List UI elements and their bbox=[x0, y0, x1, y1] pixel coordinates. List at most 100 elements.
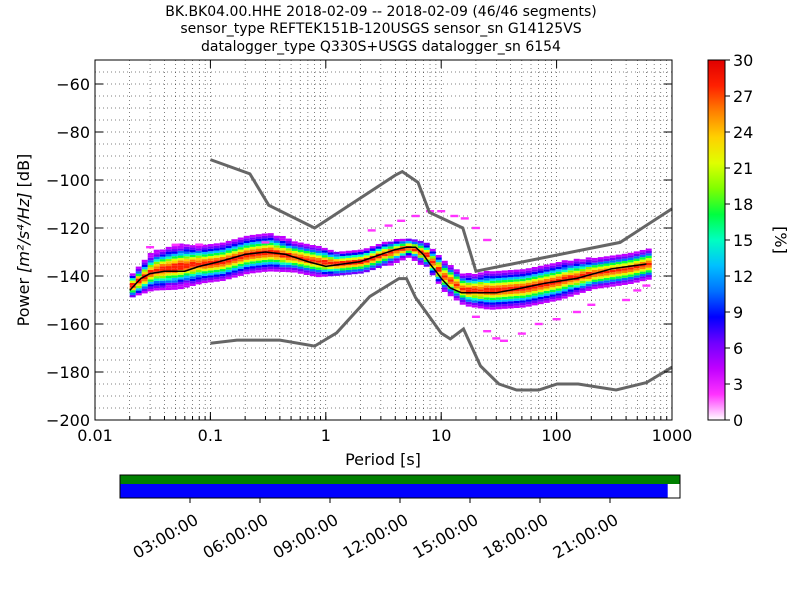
ppsd-cell bbox=[495, 285, 502, 288]
ppsd-cell bbox=[591, 274, 598, 278]
ppsd-cell bbox=[183, 246, 190, 250]
ppsd-cell bbox=[141, 274, 148, 277]
ppsd-cell bbox=[561, 291, 568, 294]
ppsd-cell bbox=[567, 263, 574, 266]
ppsd-cell bbox=[267, 242, 274, 246]
ppsd-cell bbox=[321, 267, 328, 270]
ppsd-cell bbox=[603, 282, 610, 286]
ppsd-cell bbox=[525, 275, 532, 278]
ppsd-cell bbox=[207, 268, 214, 271]
ppsd-cell bbox=[471, 285, 478, 289]
ppsd-cell bbox=[405, 238, 412, 242]
ppsd-cell bbox=[219, 278, 226, 281]
ppsd-cell bbox=[597, 257, 604, 260]
ppsd-cell bbox=[285, 255, 292, 258]
ppsd-cell bbox=[489, 297, 496, 301]
ppsd-cell bbox=[195, 245, 202, 249]
ppsd-cell bbox=[183, 258, 190, 262]
ppsd-cell bbox=[507, 298, 514, 302]
ppsd-cell bbox=[255, 260, 262, 263]
ppsd-cell bbox=[279, 243, 286, 246]
ppsd-cell bbox=[357, 259, 364, 262]
ppsd-cell bbox=[399, 258, 406, 261]
ppsd-cell bbox=[417, 260, 424, 263]
ppsd-cell bbox=[189, 281, 196, 284]
ppsd-cell bbox=[507, 301, 514, 304]
ppsd-cell bbox=[633, 256, 640, 259]
ppsd-cell bbox=[615, 283, 622, 286]
ppsd-cell bbox=[279, 259, 286, 263]
x-tick-label: 10 bbox=[431, 426, 451, 445]
ppsd-cell bbox=[375, 263, 382, 266]
ppsd-cell bbox=[453, 271, 460, 275]
ppsd-cell bbox=[411, 239, 418, 242]
ppsd-cell bbox=[171, 280, 178, 283]
ppsd-cell bbox=[543, 278, 550, 282]
ppsd-cell bbox=[177, 255, 184, 258]
ppsd-cell bbox=[159, 283, 166, 286]
ppsd-cell bbox=[537, 294, 544, 297]
ppsd-cell bbox=[609, 260, 616, 263]
ppsd-cell bbox=[153, 268, 160, 272]
ppsd-cell bbox=[597, 285, 604, 289]
ppsd-cell bbox=[483, 290, 490, 293]
ppsd-cell bbox=[225, 274, 232, 277]
ppsd-cell bbox=[531, 298, 538, 301]
ppsd-cell bbox=[237, 244, 244, 248]
ppsd-cell bbox=[513, 288, 520, 292]
ppsd-cell bbox=[615, 281, 622, 284]
ppsd-cell bbox=[369, 250, 376, 254]
ppsd-cell bbox=[459, 287, 466, 291]
ppsd-cell bbox=[453, 298, 460, 301]
ppsd-cell bbox=[519, 290, 526, 294]
ppsd-cell bbox=[315, 260, 322, 263]
ppsd-cell bbox=[555, 269, 562, 272]
ppsd-cell bbox=[309, 252, 316, 255]
ppsd-cell bbox=[495, 270, 502, 274]
ppsd-cell bbox=[645, 267, 652, 271]
ppsd-cell bbox=[603, 273, 610, 276]
ppsd-cell bbox=[609, 262, 616, 266]
ppsd-cell bbox=[489, 304, 496, 308]
ppsd-cell bbox=[249, 266, 256, 269]
ppsd-cell bbox=[165, 287, 172, 291]
ppsd-cell bbox=[219, 256, 226, 260]
ppsd-cell bbox=[303, 262, 310, 266]
ppsd-cell bbox=[237, 259, 244, 262]
ppsd-cell bbox=[165, 261, 172, 264]
ppsd-cell bbox=[639, 278, 646, 282]
ppsd-cell bbox=[129, 273, 136, 276]
ppsd-cell bbox=[189, 271, 196, 274]
ppsd-cell bbox=[177, 281, 184, 285]
ppsd-cell bbox=[465, 304, 472, 307]
ppsd-cell bbox=[345, 267, 352, 270]
ppsd-cell bbox=[441, 270, 448, 273]
ppsd-cell bbox=[297, 242, 304, 245]
ppsd-cell bbox=[297, 266, 304, 269]
ppsd-cell bbox=[453, 276, 460, 279]
coverage-time-label: 03:00:00 bbox=[130, 510, 202, 562]
ppsd-cell bbox=[219, 242, 226, 245]
ppsd-cell bbox=[573, 289, 580, 293]
plot-frame bbox=[94, 59, 673, 421]
ppsd-cell bbox=[495, 278, 502, 281]
ppsd-cell bbox=[225, 248, 232, 251]
ppsd-cell bbox=[615, 276, 622, 279]
ppsd-cell bbox=[219, 268, 226, 272]
ppsd-cell bbox=[201, 251, 208, 255]
ppsd-cell bbox=[309, 266, 316, 270]
ppsd-cell bbox=[555, 290, 562, 294]
ppsd-cell bbox=[639, 271, 646, 274]
ppsd-cell bbox=[291, 241, 298, 244]
ppsd-cell bbox=[141, 278, 148, 282]
ppsd-cell bbox=[411, 258, 418, 261]
ppsd-cell bbox=[411, 253, 418, 257]
ppsd-cell bbox=[183, 251, 190, 254]
ppsd-cell bbox=[153, 259, 160, 262]
ppsd-cell bbox=[507, 270, 514, 273]
ppsd-cell bbox=[597, 271, 604, 274]
ppsd-cell bbox=[249, 263, 256, 267]
ppsd-cell bbox=[261, 243, 268, 246]
colorbar-tick-label: 15 bbox=[733, 231, 753, 250]
ppsd-cell bbox=[213, 248, 220, 251]
